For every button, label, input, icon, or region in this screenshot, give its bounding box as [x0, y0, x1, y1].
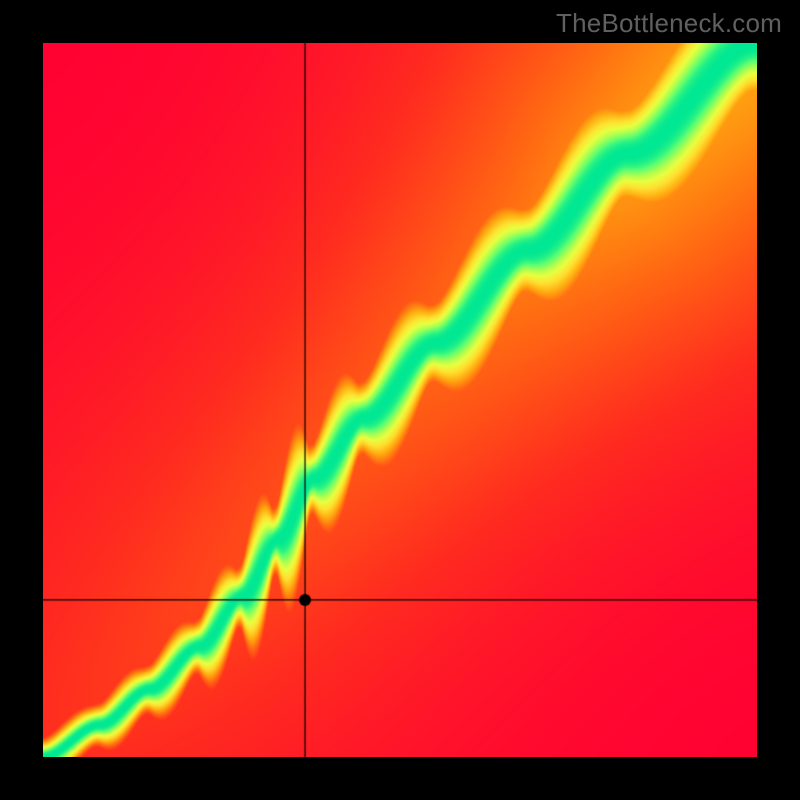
plot-area	[43, 43, 757, 757]
watermark-text: TheBottleneck.com	[556, 8, 782, 39]
heatmap-canvas	[43, 43, 757, 757]
chart-container: TheBottleneck.com	[0, 0, 800, 800]
